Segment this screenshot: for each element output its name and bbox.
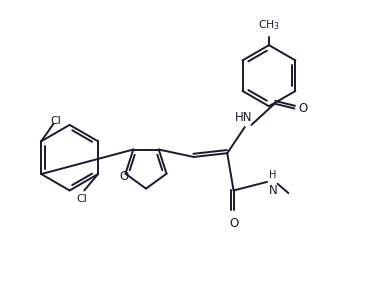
Text: N: N — [269, 184, 278, 197]
Text: H: H — [269, 170, 276, 180]
Text: HN: HN — [235, 111, 253, 124]
Text: O: O — [119, 170, 129, 183]
Text: Cl: Cl — [50, 116, 61, 126]
Text: O: O — [299, 102, 308, 115]
Text: Cl: Cl — [76, 194, 87, 204]
Text: O: O — [229, 217, 238, 230]
Text: CH$_3$: CH$_3$ — [258, 18, 280, 32]
